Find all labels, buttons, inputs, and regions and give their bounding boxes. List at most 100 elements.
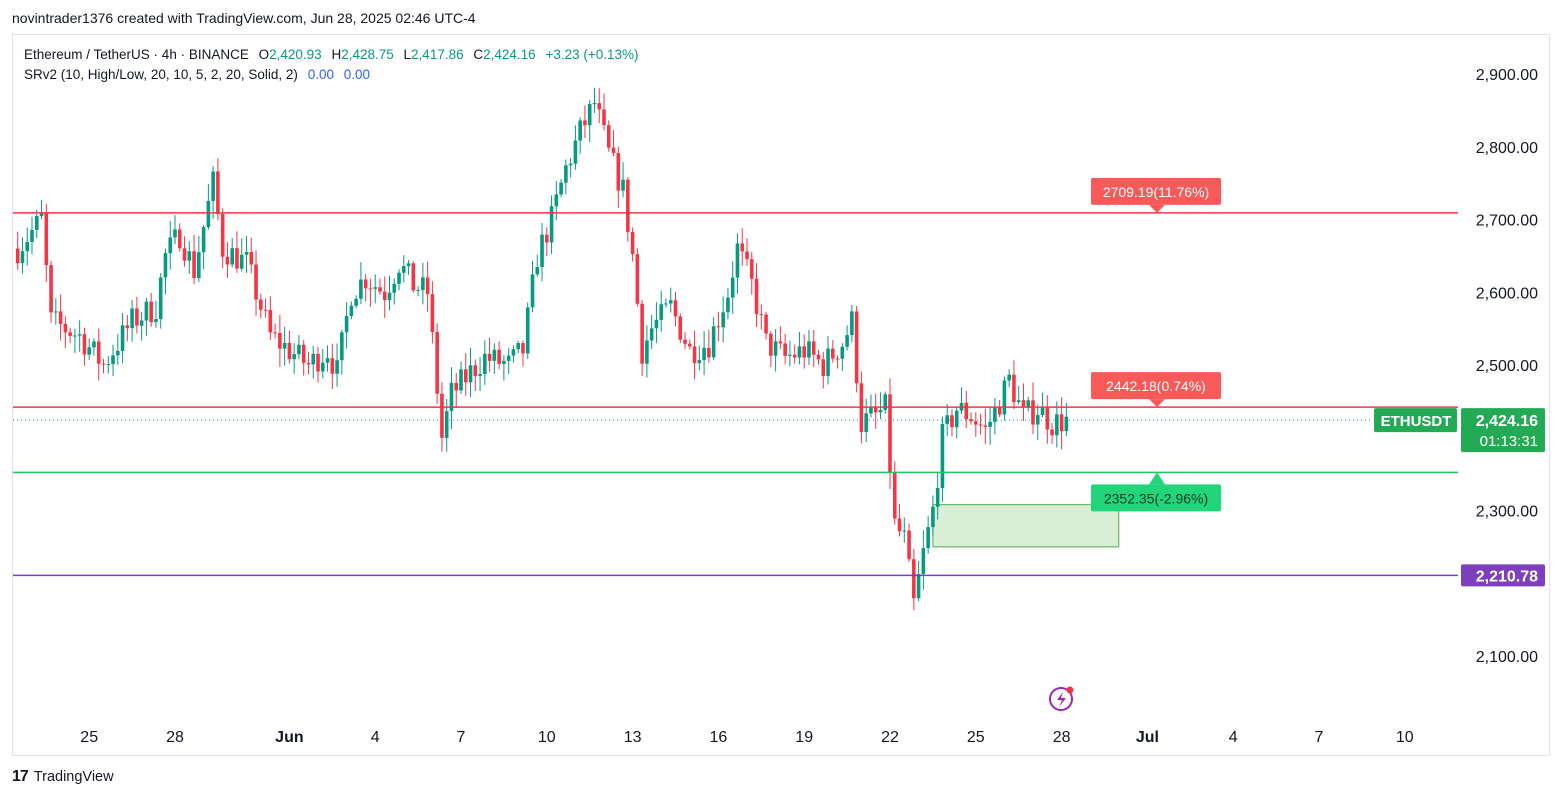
candle-body[interactable] bbox=[788, 354, 792, 356]
candle-body[interactable] bbox=[20, 251, 25, 264]
candle-body[interactable] bbox=[201, 227, 206, 253]
candle-body[interactable] bbox=[831, 348, 835, 359]
candle-body[interactable] bbox=[368, 288, 373, 290]
candle-body[interactable] bbox=[897, 518, 902, 532]
candle-body[interactable] bbox=[354, 298, 358, 306]
candle-body[interactable] bbox=[211, 171, 215, 201]
candle-body[interactable] bbox=[373, 287, 377, 289]
candle-body[interactable] bbox=[320, 362, 325, 372]
candle-body[interactable] bbox=[363, 279, 368, 289]
candle-body[interactable] bbox=[463, 369, 468, 383]
candle-body[interactable] bbox=[840, 346, 845, 359]
candle-body[interactable] bbox=[216, 171, 220, 214]
candle-body[interactable] bbox=[459, 369, 463, 391]
candle-body[interactable] bbox=[483, 353, 487, 375]
candle-body[interactable] bbox=[916, 574, 921, 599]
candle-body[interactable] bbox=[683, 339, 687, 344]
candle-body[interactable] bbox=[306, 362, 311, 365]
candle-body[interactable] bbox=[387, 292, 392, 301]
candle-body[interactable] bbox=[983, 425, 988, 427]
candle-body[interactable] bbox=[811, 341, 816, 355]
candle-body[interactable] bbox=[73, 335, 77, 337]
candle-body[interactable] bbox=[583, 120, 587, 126]
candle-body[interactable] bbox=[154, 319, 158, 322]
candle-body[interactable] bbox=[864, 413, 868, 432]
candle-body[interactable] bbox=[802, 346, 806, 358]
candle-body[interactable] bbox=[397, 272, 401, 284]
candle-body[interactable] bbox=[77, 334, 82, 336]
candle-body[interactable] bbox=[120, 325, 125, 351]
candle-body[interactable] bbox=[378, 287, 382, 292]
candle-body[interactable] bbox=[249, 252, 254, 265]
candle-body[interactable] bbox=[82, 334, 87, 355]
candle-body[interactable] bbox=[926, 527, 930, 549]
candle-body[interactable] bbox=[421, 277, 425, 290]
candle-body[interactable] bbox=[278, 332, 282, 349]
candle-body[interactable] bbox=[1040, 407, 1045, 416]
candle-body[interactable] bbox=[568, 163, 573, 166]
candle-body[interactable] bbox=[39, 213, 44, 217]
candle-body[interactable] bbox=[106, 364, 111, 366]
candle-body[interactable] bbox=[259, 299, 263, 310]
candle-body[interactable] bbox=[611, 147, 616, 154]
candle-body[interactable] bbox=[974, 421, 978, 425]
candle-body[interactable] bbox=[139, 320, 144, 326]
candle-body[interactable] bbox=[721, 312, 725, 328]
candle-body[interactable] bbox=[492, 349, 497, 361]
candle-body[interactable] bbox=[716, 326, 721, 328]
candle-body[interactable] bbox=[149, 301, 153, 322]
candle-body[interactable] bbox=[425, 277, 430, 295]
candle-body[interactable] bbox=[907, 530, 911, 560]
candle-body[interactable] bbox=[954, 410, 959, 428]
candle-body[interactable] bbox=[1045, 407, 1050, 430]
candle-body[interactable] bbox=[931, 506, 935, 528]
candle-body[interactable] bbox=[735, 243, 740, 278]
candle-body[interactable] bbox=[759, 314, 764, 316]
candle-body[interactable] bbox=[707, 347, 711, 358]
candle-body[interactable] bbox=[406, 263, 411, 267]
candle-body[interactable] bbox=[444, 411, 449, 438]
candle-body[interactable] bbox=[726, 297, 730, 313]
candle-body[interactable] bbox=[654, 319, 659, 329]
candle-body[interactable] bbox=[301, 344, 306, 363]
candle-body[interactable] bbox=[888, 394, 892, 473]
candle-body[interactable] bbox=[411, 263, 416, 291]
candle-body[interactable] bbox=[816, 354, 821, 360]
candle-body[interactable] bbox=[1026, 400, 1031, 407]
candle-body[interactable] bbox=[487, 353, 492, 361]
symbol-title[interactable]: Ethereum / TetherUS · 4h · BINANCE bbox=[24, 47, 249, 62]
candle-body[interactable] bbox=[468, 365, 473, 383]
lightning-icon[interactable] bbox=[1049, 687, 1073, 711]
candle-body[interactable] bbox=[49, 265, 53, 313]
candle-body[interactable] bbox=[116, 350, 120, 356]
candle-body[interactable] bbox=[135, 308, 139, 326]
candle-body[interactable] bbox=[664, 303, 668, 305]
candle-body[interactable] bbox=[993, 406, 997, 422]
candle-body[interactable] bbox=[516, 343, 520, 350]
candle-body[interactable] bbox=[402, 266, 406, 273]
candle-body[interactable] bbox=[163, 253, 168, 278]
candle-body[interactable] bbox=[692, 346, 697, 364]
candle-body[interactable] bbox=[54, 311, 58, 313]
candle-body[interactable] bbox=[111, 355, 115, 365]
candle-body[interactable] bbox=[311, 353, 316, 365]
candle-body[interactable] bbox=[778, 341, 783, 344]
candle-body[interactable] bbox=[697, 360, 702, 364]
candle-body[interactable] bbox=[416, 289, 420, 291]
candle-body[interactable] bbox=[511, 349, 516, 356]
candle-body[interactable] bbox=[382, 291, 387, 301]
candle-body[interactable] bbox=[602, 109, 606, 126]
candle-body[interactable] bbox=[1021, 400, 1026, 407]
candle-body[interactable] bbox=[821, 359, 826, 377]
candle-body[interactable] bbox=[740, 243, 745, 252]
candle-body[interactable] bbox=[592, 103, 597, 105]
candle-body[interactable] bbox=[502, 360, 506, 365]
candle-body[interactable] bbox=[34, 216, 39, 230]
candle-body[interactable] bbox=[630, 231, 635, 255]
candle-body[interactable] bbox=[68, 332, 72, 336]
candle-body[interactable] bbox=[797, 346, 802, 358]
candle-body[interactable] bbox=[621, 179, 625, 191]
candle-body[interactable] bbox=[225, 256, 230, 265]
candle-body[interactable] bbox=[435, 331, 439, 394]
candle-body[interactable] bbox=[359, 279, 363, 299]
